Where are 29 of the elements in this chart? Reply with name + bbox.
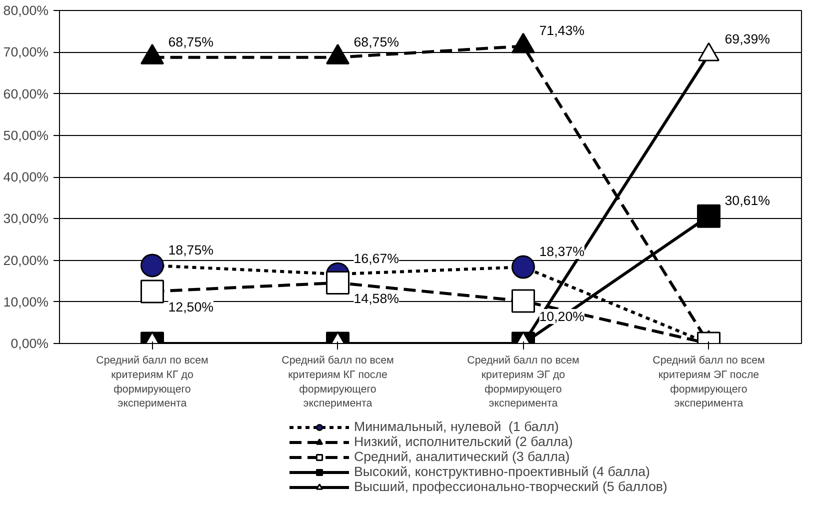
- y-tick-label: 70,00%: [3, 44, 49, 60]
- y-tick-label: 40,00%: [3, 170, 49, 184]
- y-tick-label: 60,00%: [3, 86, 49, 102]
- data-label: 69,39%: [724, 32, 770, 47]
- y-tick-label: 20,00%: [3, 252, 49, 268]
- x-tick-label: Средний балл по всем критериям КГ после формирующего эксперимента: [282, 354, 394, 410]
- y-tick-label: 30,00%: [3, 211, 49, 226]
- legend-label: Высший, профессионально-творческий (5 баллов): [354, 479, 668, 494]
- x-tick-label: Средний балл по всем критериям ЭГ после формирующего эксперимента: [652, 354, 765, 410]
- data-label: 18,75%: [168, 242, 214, 258]
- legend-label: Высокий, конструктивно-проективный (4 балла): [354, 464, 650, 479]
- data-label: 16,67%: [354, 251, 400, 266]
- data-label: 68,75%: [354, 34, 400, 50]
- y-tick-label: 0,00%: [10, 336, 49, 351]
- y-tick-label: 50,00%: [3, 128, 49, 143]
- y-tick-label: 80,00%: [3, 3, 49, 18]
- legend-label: Минимальный, нулевой (1 балл): [354, 419, 559, 434]
- x-tick-label: Средний балл по всем критериям КГ до формирующего эксперимента: [96, 354, 208, 410]
- y-tick-label: 10,00%: [3, 294, 49, 310]
- legend-label: Средний, аналитический (3 балла): [354, 449, 570, 464]
- data-label: 68,75%: [168, 34, 214, 50]
- data-label: 30,61%: [724, 193, 770, 208]
- data-label: 14,58%: [354, 290, 400, 306]
- x-tick-label: Средний балл по всем критериям ЭГ до формирующего эксперимента: [467, 354, 580, 410]
- legend-label: Низкий, исполнительский (2 балла): [354, 434, 573, 449]
- data-label: 12,50%: [168, 299, 214, 314]
- data-label: 71,43%: [539, 23, 585, 38]
- data-label: 18,37%: [539, 244, 585, 260]
- data-label: 10,20%: [539, 309, 585, 324]
